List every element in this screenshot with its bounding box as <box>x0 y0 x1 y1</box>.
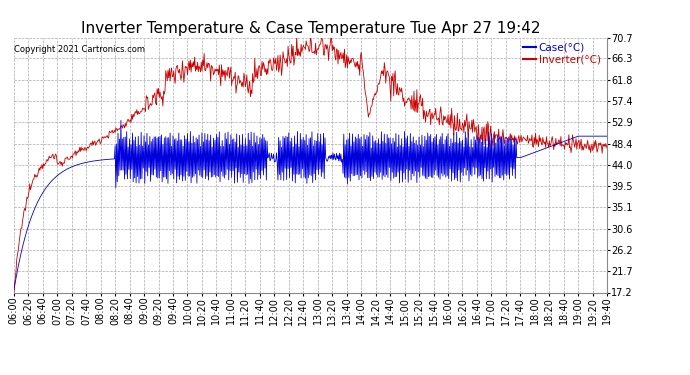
Title: Inverter Temperature & Case Temperature Tue Apr 27 19:42: Inverter Temperature & Case Temperature … <box>81 21 540 36</box>
Legend: Case(°C), Inverter(°C): Case(°C), Inverter(°C) <box>523 43 601 64</box>
Text: Copyright 2021 Cartronics.com: Copyright 2021 Cartronics.com <box>14 45 146 54</box>
